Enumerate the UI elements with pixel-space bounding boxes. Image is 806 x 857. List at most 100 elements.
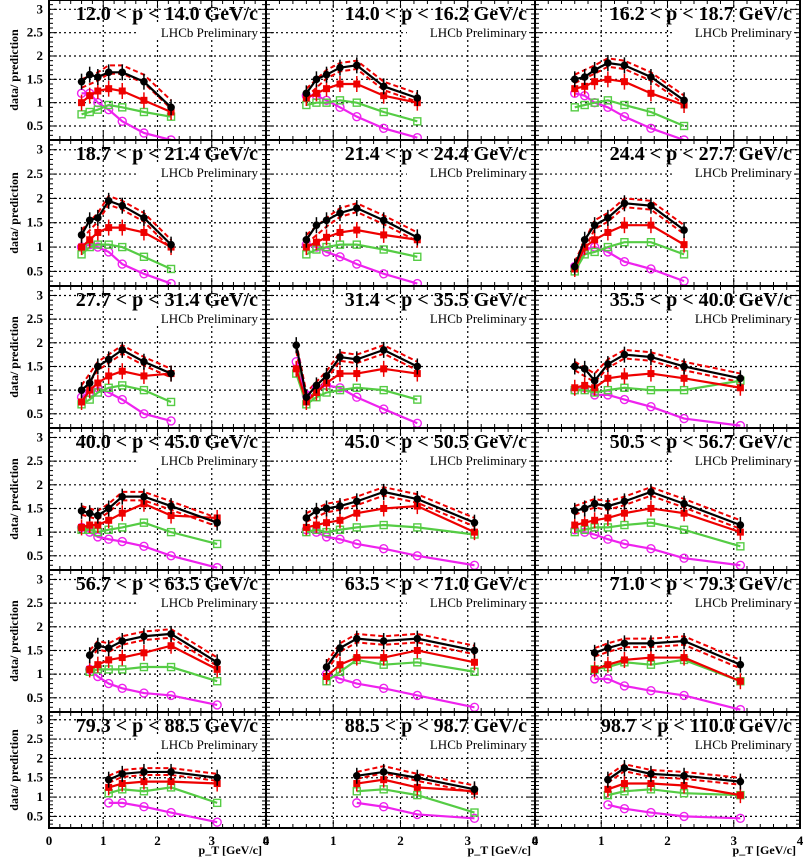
point-magenta [166, 807, 176, 818]
point-red [78, 398, 86, 406]
point-black [322, 70, 331, 79]
point-magenta [603, 800, 613, 810]
panel-title: 31.4 < p < 35.5 GeV/c [345, 289, 527, 311]
red-band-upper [81, 64, 172, 102]
point-green [603, 242, 613, 252]
point-red [470, 528, 478, 536]
point-black [604, 360, 612, 368]
point-green [413, 395, 422, 404]
point-black [413, 495, 422, 503]
point-red [105, 224, 113, 232]
point-black [736, 374, 745, 383]
annotation-text: LHCb Preliminary [695, 453, 793, 468]
point-magenta [139, 269, 149, 279]
point-red [94, 521, 102, 529]
ytick-label: 2.5 [27, 453, 44, 468]
point-red [140, 778, 148, 786]
point-green [212, 677, 222, 686]
point-black [604, 59, 612, 67]
ytick-label: 0.5 [27, 118, 44, 133]
series-line-magenta [356, 801, 475, 820]
x-axis-label: p_T [GeV/c] [733, 843, 796, 857]
point-red [94, 379, 102, 387]
point-black [336, 353, 344, 361]
ytick-label: 2 [37, 335, 44, 350]
annotation-bg [138, 164, 260, 180]
point-green [166, 397, 176, 407]
point-red [647, 89, 655, 97]
x-axis-label: p_T [GeV/c] [199, 843, 262, 857]
point-black [352, 204, 361, 212]
point-magenta [378, 123, 389, 134]
annotation-bg [672, 452, 794, 468]
point-green [139, 385, 149, 395]
xtick-label: 2 [154, 833, 161, 848]
point-green [679, 385, 689, 395]
panel-title: 56.7 < p < 63.5 GeV/c [76, 573, 258, 595]
xtick-label: 4 [797, 833, 804, 848]
point-magenta [603, 674, 613, 684]
point-black [85, 216, 94, 225]
red-band-upper [305, 59, 418, 95]
point-red [591, 78, 599, 86]
point-red [105, 85, 113, 93]
point-black [647, 488, 655, 496]
xtick-label: 4 [263, 833, 270, 848]
point-magenta [352, 392, 362, 402]
point-red [604, 661, 612, 669]
point-black [167, 768, 175, 776]
point-red [591, 516, 599, 524]
point-red [591, 236, 599, 244]
point-magenta [646, 544, 656, 554]
point-magenta [103, 534, 114, 544]
series-line-magenta [574, 92, 685, 142]
point-black [104, 68, 113, 77]
point-black [580, 504, 589, 513]
panel-title: 79.3 < p < 88.5 GeV/c [76, 715, 258, 737]
point-magenta [619, 803, 630, 814]
point-green [118, 665, 127, 674]
ytick-label: 1 [37, 239, 44, 254]
point-black [379, 216, 388, 225]
ytick-label: 1.5 [27, 770, 44, 785]
point-red [312, 521, 320, 529]
y-axis-label: data/ prediction [7, 458, 21, 540]
point-red [353, 226, 361, 234]
point-magenta [378, 802, 389, 812]
point-green [166, 264, 176, 274]
ytick-label: 1 [37, 382, 44, 397]
point-black [680, 96, 688, 105]
point-black [680, 772, 688, 780]
point-black [140, 77, 148, 86]
ytick-label: 1.5 [27, 71, 44, 86]
point-magenta [352, 678, 362, 689]
series-line-green [306, 99, 418, 123]
point-green [93, 240, 103, 249]
point-black [336, 644, 344, 652]
point-red [312, 89, 320, 97]
point-red [380, 92, 388, 100]
point-black [413, 634, 422, 643]
annotation-text: LHCb Preliminary [161, 25, 259, 40]
point-green [104, 383, 113, 392]
point-green [679, 121, 689, 131]
ytick-label: 3 [37, 1, 44, 16]
ytick-label: 2 [37, 190, 44, 205]
point-black [322, 216, 331, 225]
point-magenta [117, 394, 127, 405]
point-magenta [103, 678, 114, 689]
series-line-green [81, 521, 218, 546]
series-line-red [356, 778, 475, 793]
point-red [470, 658, 478, 666]
annotation-bg [138, 24, 260, 40]
annotation-text: LHCb Preliminary [161, 453, 259, 468]
point-magenta [212, 700, 222, 710]
point-magenta [139, 802, 149, 812]
point-black [736, 777, 745, 786]
xtick-label: 3 [731, 833, 738, 848]
point-magenta [412, 551, 423, 561]
point-red [167, 778, 175, 786]
point-black [140, 492, 148, 501]
